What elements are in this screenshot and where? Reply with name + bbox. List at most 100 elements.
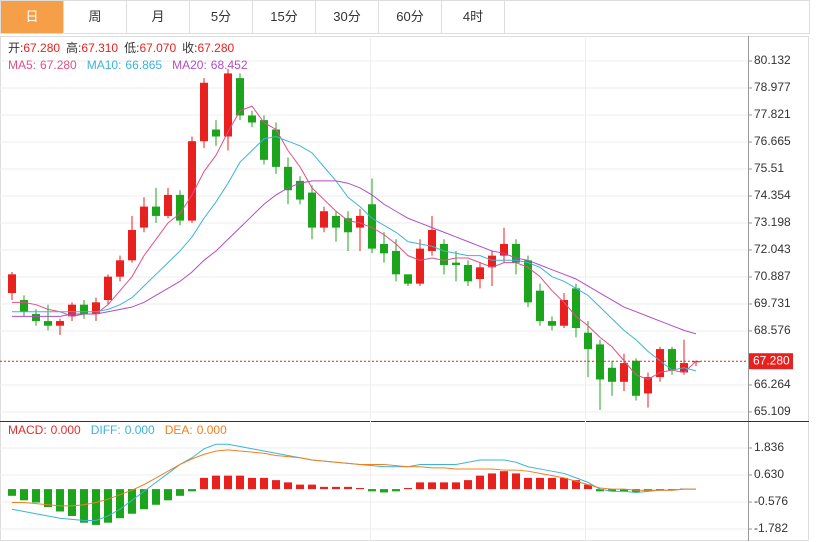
legend-item: MA5: 67.280 [8, 58, 77, 72]
candle-body [236, 78, 244, 116]
legend-label: DEA: [165, 423, 193, 437]
period-tab[interactable]: 4时 [442, 1, 505, 33]
macd-bar [524, 477, 532, 490]
macd-bar [632, 489, 640, 493]
candle-body [152, 206, 160, 216]
candle-body [344, 218, 352, 233]
candle-body [620, 363, 628, 382]
indicator-line [11, 443, 696, 521]
candle-body [32, 314, 40, 322]
period-tab[interactable]: 5分 [190, 1, 253, 33]
candle-body [416, 248, 424, 284]
candle-body [68, 304, 76, 317]
macd-bar [620, 489, 628, 492]
macd-bar [128, 489, 136, 514]
macd-bar [440, 482, 448, 490]
candle-body [452, 262, 460, 265]
candle-body [632, 360, 640, 396]
macd-bar [464, 480, 472, 490]
candle-body [92, 302, 100, 315]
candle-body [140, 206, 148, 228]
legend-label: MA10: [87, 58, 122, 72]
last-price-box [749, 353, 793, 370]
macd-bar [596, 489, 604, 492]
candle-body [536, 290, 544, 322]
candle-body [188, 141, 196, 221]
period-tab[interactable]: 日 [1, 1, 64, 33]
macd-bar [368, 489, 376, 492]
macd-bar [500, 471, 508, 490]
macd-bar [140, 489, 148, 510]
macd-bar [284, 482, 292, 490]
macd-bar [536, 477, 544, 490]
y-tick-label: 72.043 [754, 242, 791, 256]
macd-bar [212, 475, 220, 490]
legend-item: MA10: 66.865 [87, 58, 163, 72]
y-tick-label: 65.109 [754, 404, 791, 418]
candle-body [104, 276, 112, 301]
macd-bar [200, 477, 208, 490]
legend-label: 收: [182, 41, 197, 55]
legend-label: MACD: [8, 423, 47, 437]
macd-bar [164, 489, 172, 501]
period-tab[interactable]: 月 [127, 1, 190, 33]
candle-body [644, 377, 652, 394]
candle-body [608, 367, 616, 382]
y-tick-label: 75.51 [754, 161, 784, 175]
period-tab[interactable]: 60分 [379, 1, 442, 33]
macd-bar [452, 482, 460, 490]
frame [0, 36, 809, 541]
legend-label: MA20: [172, 58, 207, 72]
candle-body [392, 250, 400, 275]
candle-body [8, 274, 16, 294]
candle-body [656, 349, 664, 378]
candle-body [668, 349, 676, 371]
macd-bar [80, 489, 88, 523]
macd-bar [188, 489, 196, 492]
y-tick-label: 76.665 [754, 134, 791, 148]
candle-body [20, 300, 28, 312]
legend-label: 高: [66, 40, 81, 55]
y-tick-label: -1.782 [754, 521, 788, 535]
candle-body [332, 215, 340, 228]
legend-value: 67.070 [139, 41, 176, 55]
period-tab[interactable]: 15分 [253, 1, 316, 33]
macd-bar [512, 473, 520, 490]
legend-value: 67.280 [197, 41, 234, 55]
candle-body [356, 215, 364, 228]
y-tick-label: 78.977 [754, 80, 791, 94]
candle-body [524, 260, 532, 303]
macd-bar [356, 487, 364, 490]
candle-body [512, 243, 520, 263]
candle-body [212, 129, 220, 137]
candle-body [248, 115, 256, 123]
legend-value: 67.310 [81, 41, 118, 55]
ma-line [12, 135, 697, 372]
candle-body [596, 344, 604, 380]
macd-bar [8, 489, 16, 496]
candle-body [116, 260, 124, 277]
macd-bar [380, 489, 388, 493]
legend-value: 0.000 [51, 423, 81, 437]
macd-bar [116, 489, 124, 519]
legend-item: DEA: 0.000 [165, 423, 227, 437]
candle-body [440, 243, 448, 265]
macd-bar [92, 489, 100, 525]
candle-body [584, 332, 592, 350]
legend-value: 67.280 [40, 58, 77, 72]
macd-bar [320, 486, 328, 490]
macd-bar [236, 475, 244, 490]
macd-bar [296, 484, 304, 490]
macd-bar [248, 477, 256, 490]
legend-value: 66.865 [125, 58, 162, 72]
macd-bar [308, 484, 316, 490]
candle-body [500, 243, 508, 256]
period-tab[interactable]: 30分 [316, 1, 379, 33]
macd-bar [224, 475, 232, 490]
legend-value: 0.000 [197, 423, 227, 437]
period-tab[interactable]: 周 [64, 1, 127, 33]
macd-bar [176, 489, 184, 496]
candle-body [272, 129, 280, 167]
macd-bar [476, 475, 484, 490]
